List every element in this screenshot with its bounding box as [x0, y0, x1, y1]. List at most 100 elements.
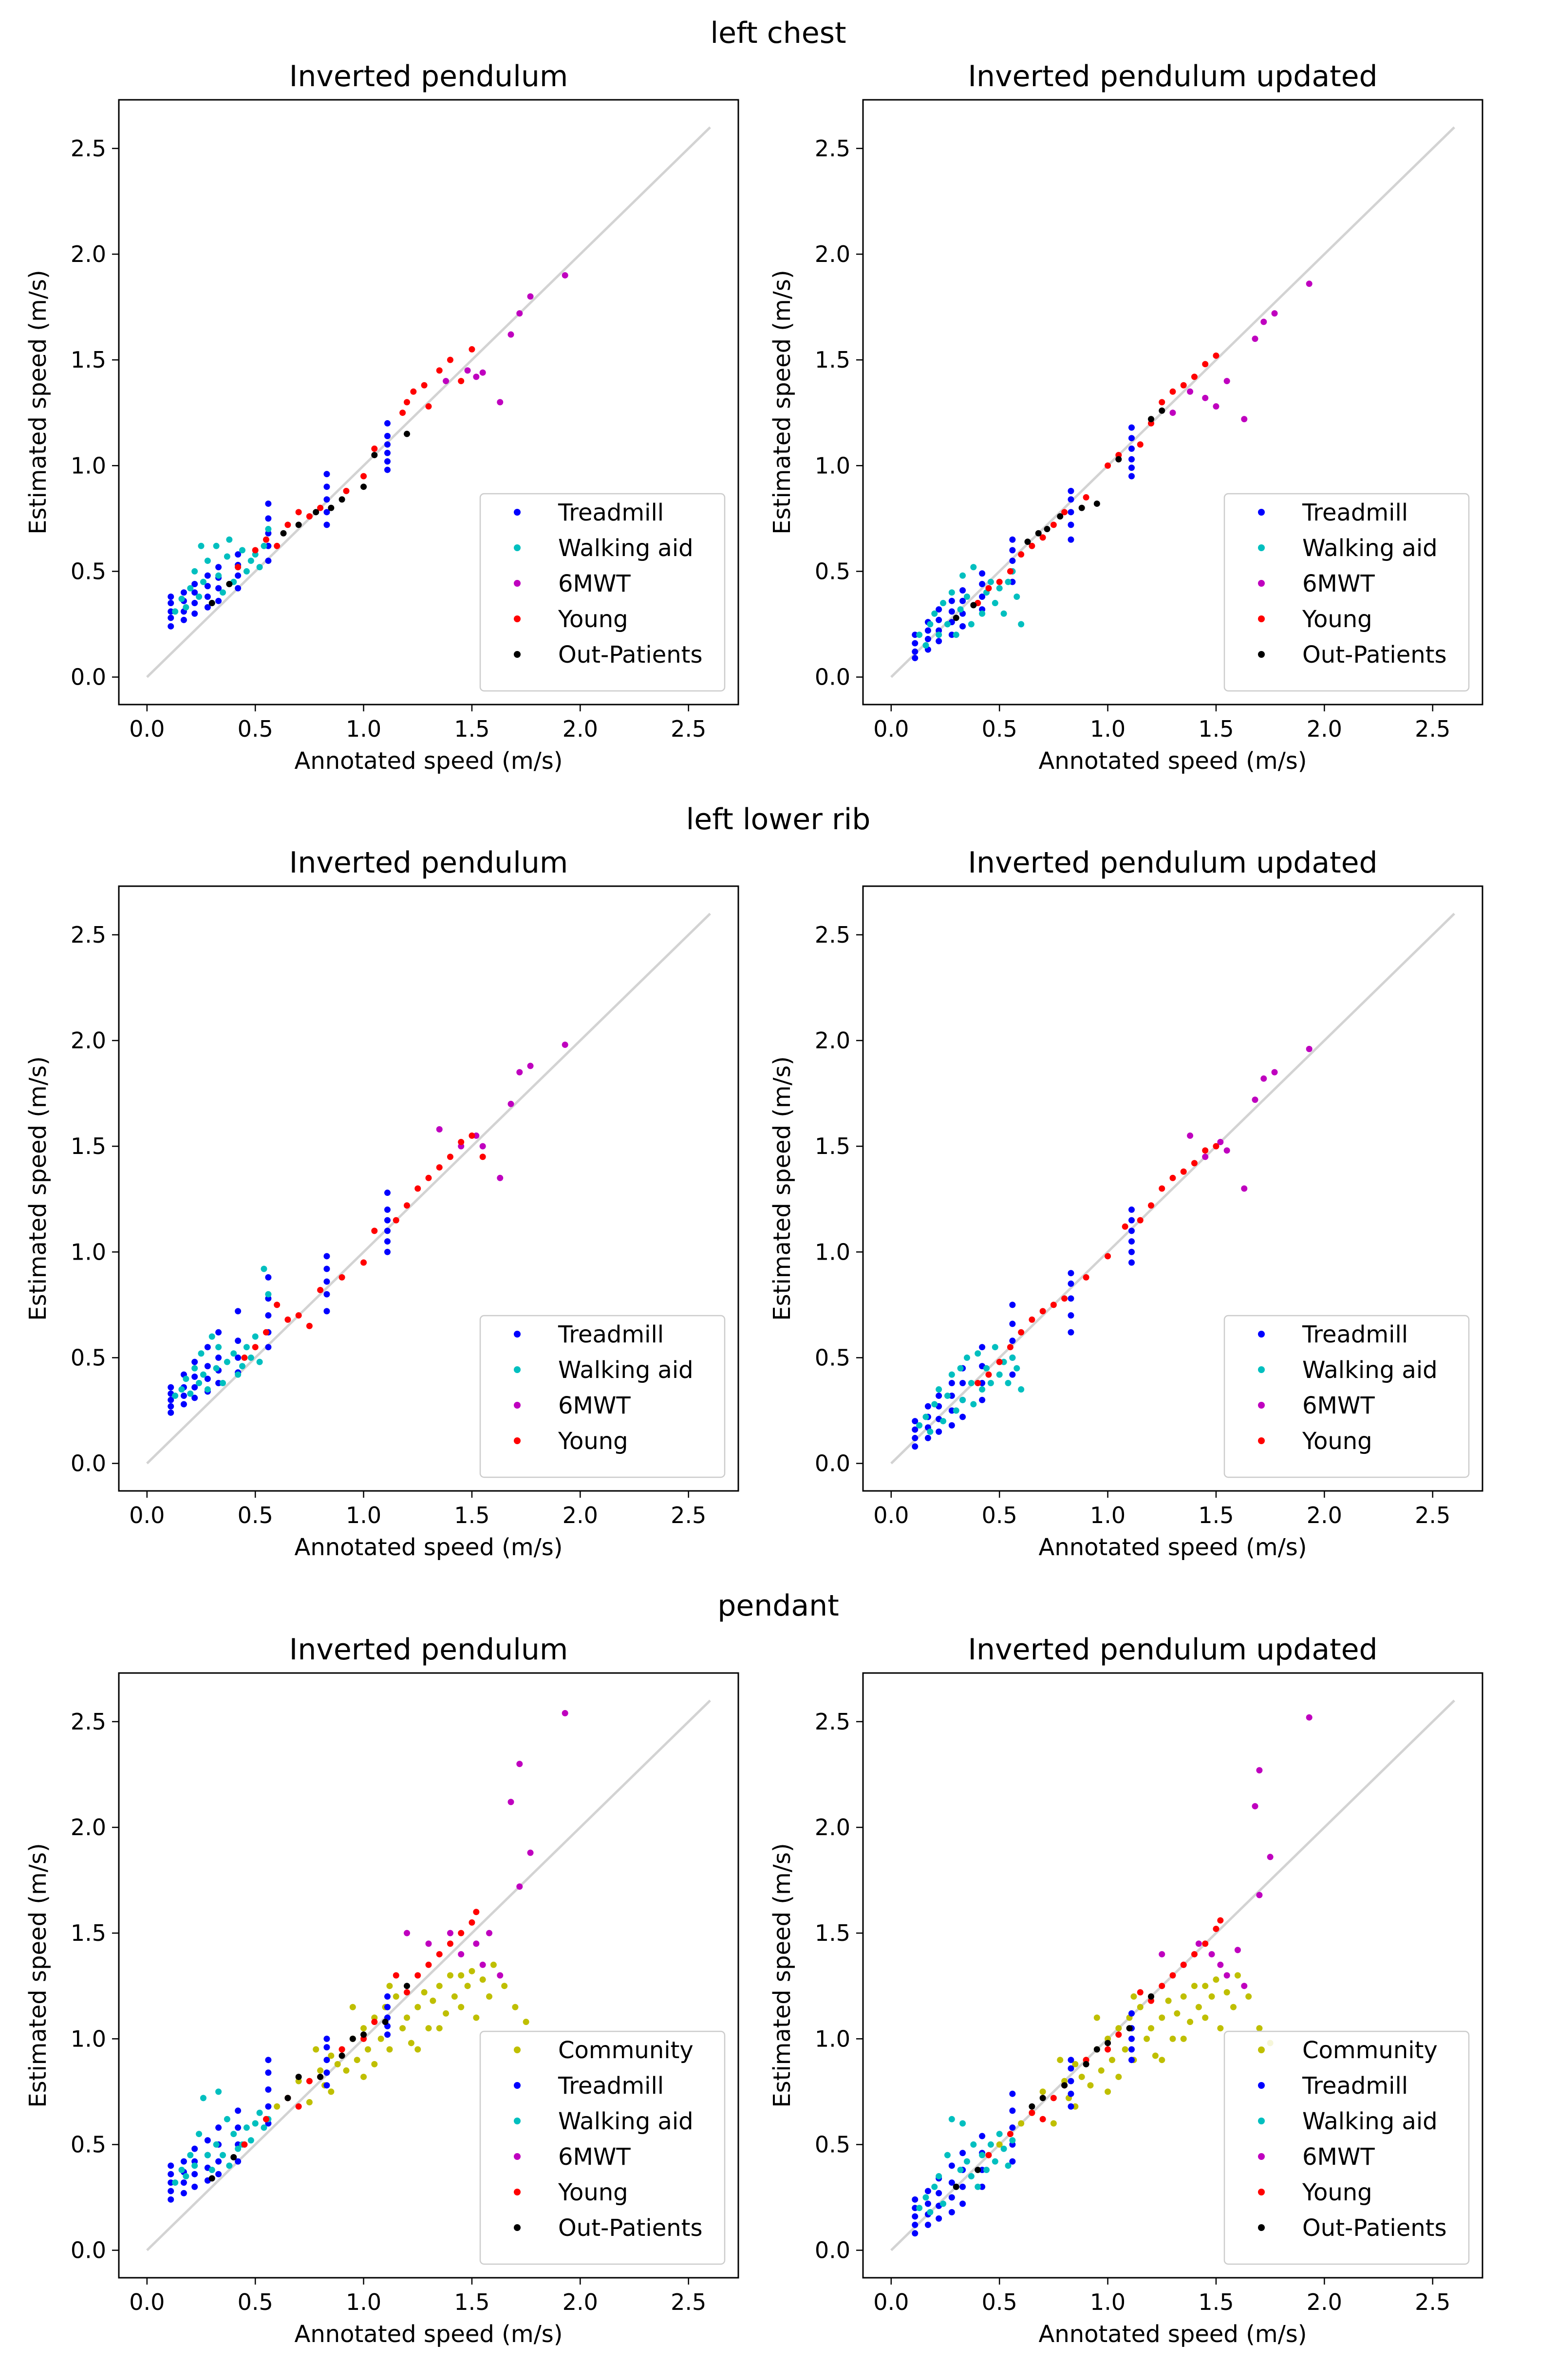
data-point — [215, 2158, 222, 2165]
y-tick-label: 1.0 — [815, 1239, 850, 1265]
y-axis-label: Estimated speed (m/s) — [24, 1843, 52, 2107]
data-point — [1137, 441, 1144, 448]
y-tick-label: 0.5 — [815, 558, 850, 584]
data-point — [1057, 2057, 1064, 2064]
data-point — [168, 600, 174, 607]
data-point — [323, 1265, 330, 1272]
y-tick-label: 1.0 — [815, 452, 850, 479]
data-point — [1068, 2065, 1074, 2072]
data-point — [204, 1376, 211, 1382]
data-point — [180, 1401, 187, 1408]
data-point — [1009, 536, 1016, 543]
data-point — [1217, 1917, 1224, 1924]
data-point — [1174, 2010, 1181, 2017]
data-point — [1180, 2035, 1187, 2042]
data-point — [213, 542, 220, 549]
y-axis-label: Estimated speed (m/s) — [24, 270, 52, 534]
data-point — [473, 2014, 480, 2021]
legend-marker — [1258, 2082, 1265, 2089]
data-point — [384, 449, 391, 456]
x-tick-label: 0.0 — [873, 2289, 909, 2315]
data-point — [516, 1883, 523, 1890]
data-point — [931, 2183, 938, 2190]
data-point — [1137, 2004, 1144, 2010]
x-tick-label: 2.0 — [1307, 2289, 1342, 2315]
data-point — [443, 378, 450, 385]
data-point — [1078, 504, 1085, 511]
data-point — [1223, 1989, 1230, 1996]
data-point — [263, 1329, 269, 1336]
data-point — [992, 2158, 998, 2165]
data-point — [384, 458, 391, 465]
data-point — [975, 2167, 981, 2174]
data-point — [979, 570, 986, 577]
data-point — [235, 564, 242, 571]
x-tick-label: 2.0 — [563, 2289, 598, 2315]
data-point — [1009, 2090, 1016, 2097]
data-point — [948, 1371, 955, 1378]
data-point — [948, 2179, 955, 2186]
legend-box — [479, 1315, 726, 1478]
data-point — [1057, 513, 1064, 520]
data-point — [469, 346, 475, 353]
data-point — [944, 2152, 951, 2158]
x-tick-label: 2.5 — [1415, 716, 1450, 742]
data-point — [1180, 1168, 1187, 1175]
data-point — [1148, 1993, 1155, 2000]
data-point — [1187, 388, 1194, 395]
chart-panel: Inverted pendulum updated 0.0 0.5 1.0 1.5 2.0… — [769, 59, 1483, 775]
data-point — [349, 2004, 356, 2010]
data-point — [948, 1422, 955, 1429]
data-point — [1128, 1217, 1135, 1224]
x-axis-label: Annotated speed (m/s) — [294, 747, 563, 775]
y-tick-label: 2.0 — [815, 241, 850, 267]
data-point — [168, 608, 174, 615]
data-point — [959, 1396, 966, 1403]
data-point — [979, 610, 986, 617]
y-tick-label: 1.0 — [71, 452, 106, 479]
data-point — [507, 1799, 514, 1805]
data-point — [1128, 2057, 1135, 2064]
data-point — [178, 2167, 185, 2174]
y-tick-label: 0.0 — [71, 664, 106, 690]
data-point — [1195, 2004, 1202, 2010]
data-point — [944, 1393, 951, 1399]
data-point — [1068, 1329, 1074, 1336]
data-point — [1159, 1983, 1165, 1990]
data-point — [1213, 352, 1219, 359]
data-point — [213, 2141, 220, 2148]
data-point — [443, 2010, 450, 2017]
x-tick-label: 1.5 — [454, 2289, 489, 2315]
x-tick-label: 0.5 — [238, 1502, 273, 1528]
panel-title: Inverted pendulum updated — [968, 59, 1377, 93]
y-tick-label: 1.5 — [71, 347, 106, 373]
legend-label: Walking aid — [558, 2108, 694, 2135]
data-point — [295, 521, 302, 528]
data-point — [204, 2137, 211, 2144]
data-point — [284, 2095, 291, 2101]
data-point — [1159, 2057, 1165, 2064]
data-point — [1035, 530, 1042, 537]
data-point — [490, 1961, 497, 1968]
data-point — [265, 515, 272, 522]
data-point — [317, 2073, 324, 2080]
legend: Community Treadmill Walking aid 6MWT Young Ou… — [479, 2030, 726, 2265]
legend-label: Young — [558, 606, 628, 633]
data-point — [968, 621, 975, 628]
data-point — [1144, 2035, 1150, 2042]
data-point — [191, 568, 198, 575]
data-point — [274, 2103, 281, 2110]
data-point — [384, 1238, 391, 1245]
data-point — [295, 2103, 302, 2110]
data-point — [486, 1930, 493, 1936]
data-point — [1000, 610, 1007, 617]
data-point — [1213, 1925, 1219, 1932]
legend-label: Walking aid — [1302, 2108, 1438, 2135]
data-point — [1128, 1227, 1135, 1234]
data-point — [1061, 509, 1068, 516]
data-point — [168, 2188, 174, 2194]
data-point — [384, 1227, 391, 1234]
data-point — [1007, 2131, 1013, 2138]
legend-label: Treadmill — [558, 499, 664, 526]
legend-marker — [514, 2189, 521, 2195]
